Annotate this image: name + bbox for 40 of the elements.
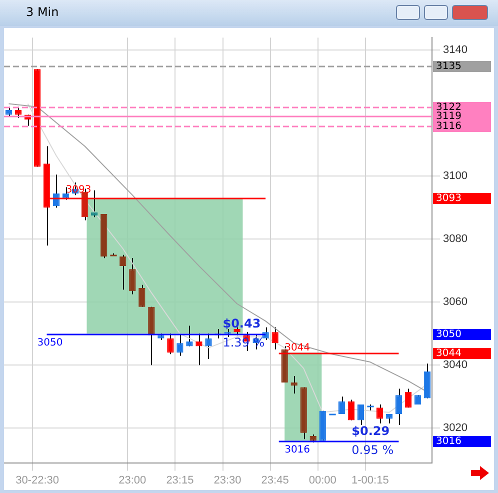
candlestick	[357, 404, 364, 426]
x-tick-label: 23:00	[118, 474, 146, 486]
text: 3044	[436, 348, 462, 360]
candlestick	[138, 284, 146, 308]
ref-line-label: 3116	[436, 121, 462, 132]
candlestick	[120, 254, 126, 290]
candlestick	[176, 333, 184, 356]
band-label: $0.29 0.95 %	[352, 424, 394, 457]
x-tick-label: 23:45	[261, 474, 289, 486]
candlestick	[205, 333, 212, 360]
candlestick	[404, 388, 412, 408]
y-tick-label: 3140	[443, 44, 468, 56]
ref-line-label: 3044	[284, 342, 310, 354]
ref-line-label: 3135	[436, 61, 462, 72]
candlestick	[186, 325, 193, 347]
x-tick-label: 1-00:15	[352, 474, 389, 486]
x-tick-label: 23:15	[166, 474, 194, 486]
y-tick-label: 3100	[443, 170, 468, 182]
candlestick	[348, 399, 354, 421]
y-tick-label: 3060	[443, 296, 468, 308]
candlestick	[338, 396, 345, 414]
text: 3050	[436, 329, 462, 340]
candlestick	[395, 388, 402, 426]
x-tick-label: 23:30	[214, 474, 242, 486]
text: 3093	[436, 193, 462, 204]
y-tick-label: 3020	[443, 422, 468, 434]
candlestick	[129, 258, 136, 295]
candlestick	[272, 326, 278, 350]
candlestick	[196, 333, 202, 366]
x-tick-label: 30-22:30	[16, 474, 60, 486]
y-tick-label: 3080	[443, 233, 468, 246]
ref-line-label: 3119	[436, 111, 462, 122]
ref-line-label: 3050	[37, 338, 63, 348]
candlestick	[376, 404, 384, 424]
text: 3016	[436, 436, 462, 448]
y-tick-label: 3040	[443, 359, 468, 372]
ref-line-label: 3016	[284, 444, 310, 456]
x-tick-label: 00:00	[308, 474, 336, 486]
candlestick	[167, 333, 174, 355]
chart-title: 3 Min	[26, 5, 59, 19]
